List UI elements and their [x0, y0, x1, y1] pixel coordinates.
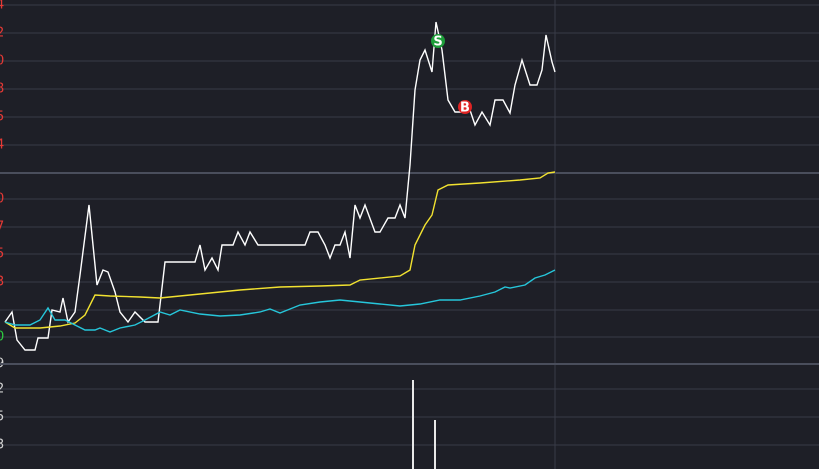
- y-tick-label: 0: [0, 330, 4, 345]
- y-tick-label: 2: [0, 382, 4, 397]
- y-tick-label: 4: [0, 0, 4, 13]
- y-tick-label: 8: [0, 82, 4, 97]
- y-tick-label: 3: [0, 438, 4, 453]
- signal-label: S: [433, 35, 442, 50]
- signal-marker: [458, 100, 472, 114]
- volume-bar: [434, 420, 436, 469]
- y-tick-label: 5: [0, 410, 4, 425]
- y-tick-label: 5: [0, 247, 4, 262]
- y-tick-label: 0: [0, 54, 4, 69]
- price-line: [4, 171, 556, 329]
- volume-bar: [412, 380, 414, 469]
- y-tick-label: 4: [0, 138, 4, 153]
- y-tick-label: 2: [0, 26, 4, 41]
- price-line: [4, 21, 556, 351]
- y-tick-label: 3: [0, 275, 4, 290]
- signal-label: B: [460, 101, 470, 116]
- y-tick-label: 0: [0, 192, 4, 207]
- y-tick-label: 7: [0, 220, 4, 235]
- price-line: [4, 269, 556, 333]
- signal-marker: [431, 34, 445, 48]
- y-tick-label: 5: [0, 110, 4, 125]
